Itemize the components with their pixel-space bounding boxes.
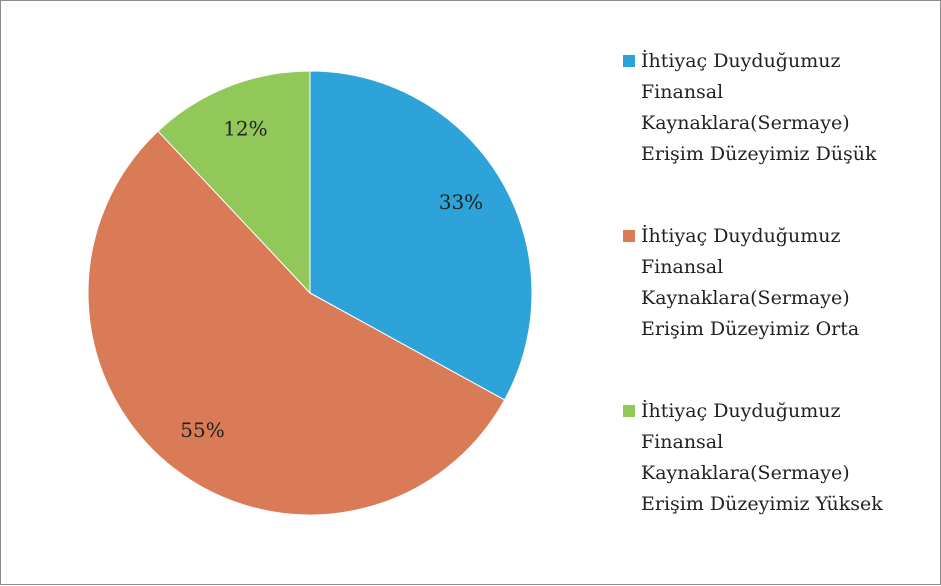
- legend-item: İhtiyaç Duyduğumuz Finansal Kaynaklara(S…: [623, 221, 913, 345]
- legend-label: İhtiyaç Duyduğumuz Finansal Kaynaklara(S…: [641, 50, 877, 165]
- data-label: 33%: [439, 190, 483, 214]
- legend-swatch: [623, 230, 635, 242]
- legend-item: İhtiyaç Duyduğumuz Finansal Kaynaklara(S…: [623, 396, 913, 520]
- pie-slice: [87, 130, 506, 516]
- pie-slice: [309, 70, 533, 401]
- legend-swatch: [623, 55, 635, 67]
- legend-swatch: [623, 405, 635, 417]
- legend-label: İhtiyaç Duyduğumuz Finansal Kaynaklara(S…: [641, 225, 860, 340]
- legend-item: İhtiyaç Duyduğumuz Finansal Kaynaklara(S…: [623, 46, 913, 170]
- pie-slice: [157, 70, 311, 295]
- data-label: 12%: [223, 116, 267, 140]
- data-label: 55%: [180, 418, 224, 442]
- legend-label: İhtiyaç Duyduğumuz Finansal Kaynaklara(S…: [641, 400, 883, 515]
